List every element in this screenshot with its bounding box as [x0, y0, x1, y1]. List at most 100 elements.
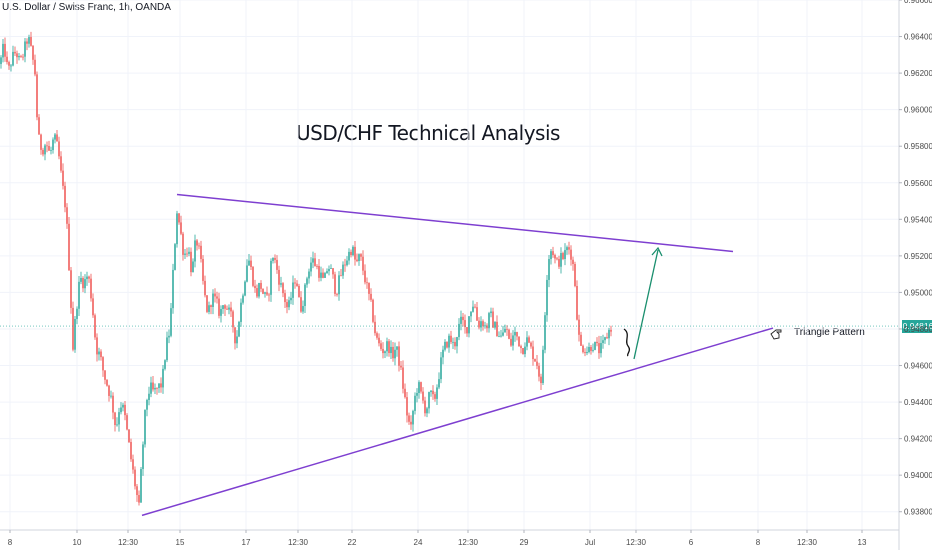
candle-body [426, 408, 428, 414]
x-tick-label: 8 [8, 538, 13, 547]
candle-body [212, 293, 214, 307]
candle-body [0, 57, 2, 64]
candle-body [44, 145, 46, 155]
candle-body [364, 270, 366, 283]
candle-body [316, 265, 318, 267]
price-axis[interactable]: 0.93800 0.94000 0.94200 0.94400 0.94600 0.948… [898, 0, 932, 550]
candle-body [512, 335, 514, 346]
candle-body [586, 352, 588, 354]
candle-body [236, 336, 238, 344]
candle-body [554, 255, 556, 259]
candle-body [150, 382, 152, 394]
candle-body [136, 486, 138, 496]
candle-body [248, 260, 250, 266]
candle-body [596, 341, 598, 344]
candle-body [58, 141, 60, 157]
candle-body [6, 56, 8, 63]
candle-body [330, 268, 332, 269]
candle-body [184, 253, 186, 255]
candle-body [52, 139, 54, 151]
x-tick-label: 15 [176, 538, 185, 547]
candlestick-series [0, 31, 899, 506]
candle-body [68, 223, 70, 271]
candle-body [470, 311, 472, 317]
candle-body [404, 388, 406, 398]
candle-body [198, 245, 200, 247]
candle-body [304, 284, 306, 307]
candle-body [40, 134, 42, 150]
candle-body [186, 253, 188, 255]
candle-body [464, 320, 466, 328]
candle-body [110, 395, 112, 397]
candle-body [424, 400, 426, 414]
candle-body [368, 282, 370, 294]
candle-body [38, 117, 40, 135]
candle-body [30, 37, 32, 46]
candle-body [544, 315, 546, 350]
candle-body [54, 134, 56, 140]
candle-body [542, 349, 544, 384]
candle-body [206, 295, 208, 312]
candle-body [76, 308, 78, 319]
candle-body [496, 321, 498, 337]
candle-body [302, 306, 304, 312]
y-tick-label: 0.95400 [904, 215, 932, 224]
candle-body [508, 329, 510, 339]
y-tick-label: 0.93800 [904, 508, 932, 517]
candle-body [606, 337, 608, 339]
candle-body [398, 346, 400, 366]
x-tick-label: 8 [756, 538, 761, 547]
candle-body [16, 53, 18, 58]
x-tick-label: Jul [585, 538, 595, 547]
candle-body [78, 281, 80, 309]
candle-body [70, 270, 72, 308]
candle-body [116, 424, 118, 426]
x-tick-label: 29 [520, 538, 529, 547]
y-tick-label: 0.95200 [904, 252, 932, 261]
candle-body [530, 342, 532, 347]
candle-body [294, 282, 296, 284]
candle-body [584, 352, 586, 354]
time-axis[interactable]: 8 10 12:30 15 17 12:30 22 24 12:30 29 Jul 12:30 6 8 12… [0, 529, 899, 547]
candle-body [202, 258, 204, 281]
candle-body [92, 298, 94, 316]
candle-body [568, 247, 570, 250]
candle-body [416, 393, 418, 396]
candle-body [242, 295, 244, 303]
candle-body [348, 251, 350, 261]
candle-body [160, 383, 162, 388]
candle-body [462, 316, 464, 321]
candle-body [570, 249, 572, 260]
candle-body [478, 320, 480, 328]
candle-body [196, 240, 198, 246]
x-tick-label: 12:30 [458, 538, 479, 547]
candle-body [208, 305, 210, 312]
candle-body [580, 334, 582, 346]
candle-body [94, 315, 96, 338]
candle-body [132, 459, 134, 470]
candle-body [308, 271, 310, 279]
candle-body [268, 294, 270, 296]
analysis-headline: USD/CHF Technical Analysis [296, 121, 560, 145]
candle-body [332, 268, 334, 275]
candle-body [412, 410, 414, 425]
candle-body [280, 283, 282, 285]
candle-body [282, 283, 284, 294]
candle-body [578, 319, 580, 335]
candle-body [100, 351, 102, 358]
candle-body [318, 266, 320, 278]
candle-body [102, 357, 104, 371]
candle-body [444, 341, 446, 350]
candle-body [84, 279, 86, 289]
resistance-trendline[interactable] [176, 193, 734, 253]
candle-body [566, 247, 568, 251]
support-trendline[interactable] [141, 327, 774, 517]
candle-body [230, 307, 232, 312]
candle-body [74, 318, 76, 350]
candle-body [604, 337, 606, 341]
y-tick-label: 0.95600 [904, 179, 932, 188]
candle-body [96, 337, 98, 355]
candle-body [146, 399, 148, 410]
x-tick-label: 12:30 [797, 538, 818, 547]
